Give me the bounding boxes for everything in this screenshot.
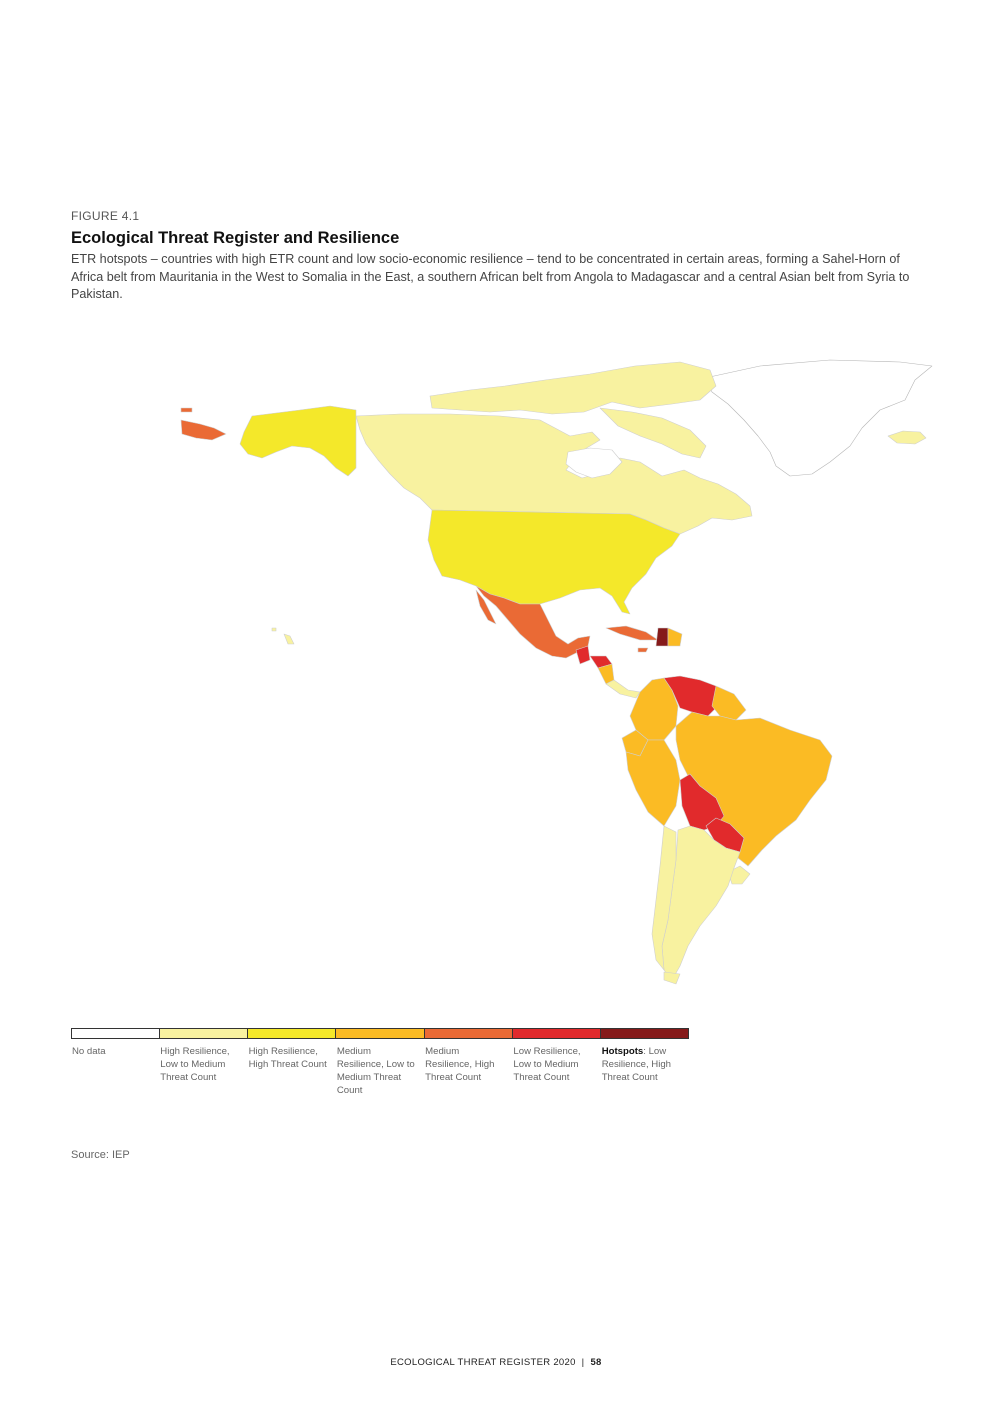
legend-label-hotspot: Hotspots: Low Resilience, High Threat Co…: [601, 1045, 689, 1097]
source-note: Source: IEP: [71, 1149, 130, 1161]
cuba: [605, 625, 659, 641]
legend-swatch-no-data: [72, 1029, 161, 1038]
footer-publication: ECOLOGICAL THREAT REGISTER 2020: [390, 1357, 576, 1368]
legend-label-low-res-low-threat: Low Resilience, Low to Medium Threat Cou…: [513, 1046, 581, 1083]
legend-hotspot-bold: Hotspots: [601, 1046, 644, 1057]
uruguay: [727, 865, 751, 885]
costa-rica-panama: [605, 679, 641, 699]
legend-color-bar: [71, 1028, 689, 1039]
legend-label-high-res-high-threat: High Resilience, High Threat Count: [248, 1046, 327, 1070]
tierra-del-fuego: [663, 971, 681, 985]
hudson-bay: [565, 447, 623, 479]
legend-label-high-res-low-threat: High Resilience, Low to Medium Threat Co…: [160, 1046, 230, 1083]
footer-separator: |: [581, 1357, 585, 1368]
legend-hotspot-rest: : Low Resilience, High Threat Count: [601, 1046, 672, 1083]
americas-map: [180, 359, 933, 985]
page-number: 58: [590, 1357, 602, 1368]
page-footer: ECOLOGICAL THREAT REGISTER 2020 | 58: [0, 1357, 992, 1368]
legend-label-no-data: No data: [72, 1046, 106, 1057]
united-states: [427, 509, 681, 615]
greenland: [704, 359, 933, 477]
baffin-island: [599, 407, 707, 459]
arctic-islands: [429, 361, 717, 415]
legend-swatch-high-res-high-threat: [248, 1029, 337, 1038]
alaska: [239, 405, 357, 477]
figure-title: Ecological Threat Register and Resilienc…: [71, 229, 400, 247]
venezuela: [663, 675, 721, 717]
peru: [625, 739, 681, 827]
russia-far-east-2: [180, 407, 193, 413]
iceland: [887, 430, 927, 445]
legend-label-med-res-high-threat: Medium Resilience, High Threat Count: [425, 1046, 495, 1083]
chile: [651, 825, 677, 971]
mexico: [475, 585, 591, 659]
legend-swatch-med-res-low-threat: [336, 1029, 425, 1038]
legend-label-med-res-low-threat: Medium Resilience, Low to Medium Threat …: [336, 1046, 415, 1096]
hawaii: [271, 627, 295, 645]
jamaica: [637, 647, 649, 653]
figure-description: ETR hotspots – countries with high ETR c…: [71, 252, 910, 302]
haiti: [655, 627, 669, 647]
dominican-republic: [667, 627, 683, 647]
russia-far-east: [180, 419, 227, 441]
canada: [355, 413, 753, 535]
guatemala: [575, 645, 591, 665]
legend-swatch-hotspot: [600, 1029, 688, 1038]
baja-california: [475, 589, 497, 625]
legend-swatch-med-res-high-threat: [424, 1029, 513, 1038]
legend: No data High Resilience, Low to Medium T…: [71, 1028, 689, 1118]
guianas: [711, 685, 747, 721]
legend-swatch-low-res-low-threat: [512, 1029, 601, 1038]
figure-label: FIGURE 4.1: [71, 209, 140, 223]
legend-swatch-high-res-low-threat: [160, 1029, 249, 1038]
